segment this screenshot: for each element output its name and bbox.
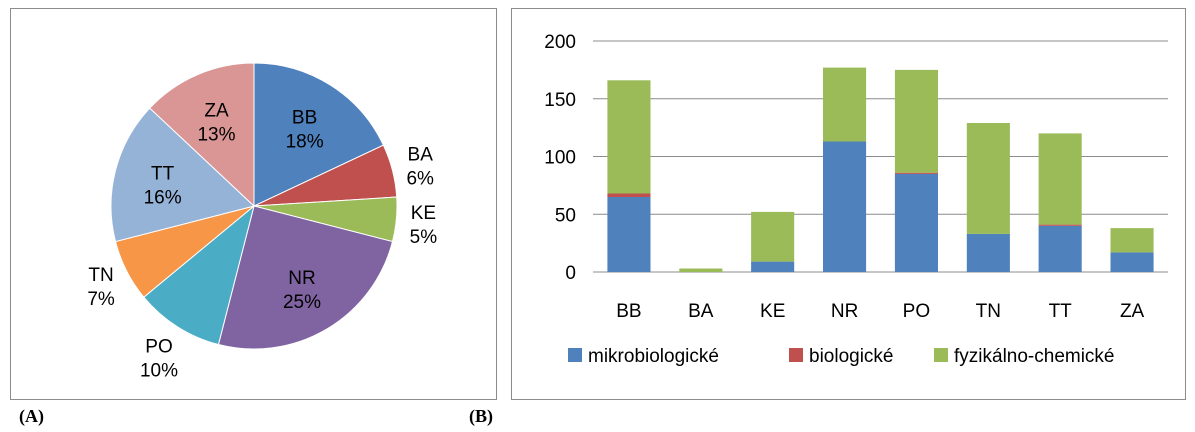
pie-label-za: ZA bbox=[204, 100, 229, 121]
bar-ke-series-2 bbox=[751, 211, 795, 262]
bar-tt-series-1 bbox=[1038, 224, 1082, 226]
legend-swatch-2 bbox=[934, 348, 948, 362]
pie-label-nr: NR bbox=[288, 268, 315, 289]
x-tick-label: BA bbox=[688, 301, 714, 322]
x-tick-label: ZA bbox=[1120, 301, 1145, 322]
figure-label-a: (A) bbox=[19, 406, 44, 426]
pie-value-label-ke: 5% bbox=[410, 227, 438, 248]
pie-label-ke: KE bbox=[411, 203, 436, 224]
bar-po-series-0 bbox=[894, 173, 938, 272]
pie-value-label-po: 10% bbox=[140, 361, 178, 382]
figure-label-b: (B) bbox=[469, 406, 493, 426]
pie-label-tt: TT bbox=[151, 164, 175, 185]
pie-label-po: PO bbox=[145, 337, 172, 358]
pie-chart-panel: BB 18% BA 6% KE 5% NR 25% PO 10% TN 7% TT 16% ZA 13% bbox=[10, 8, 497, 400]
pie-label-bb: BB bbox=[292, 107, 317, 128]
bar-bb-series-0 bbox=[607, 196, 651, 272]
legend-label-2: fyzikálno-chemické bbox=[954, 346, 1115, 367]
legend-label-0: mikrobiologické bbox=[588, 346, 719, 367]
pie-value-label-ba: 6% bbox=[406, 168, 434, 189]
legend-swatch-0 bbox=[568, 348, 582, 362]
bar-tt-series-2 bbox=[1038, 133, 1082, 225]
pie-slice-po bbox=[143, 204, 255, 346]
pie-slice-bb bbox=[253, 62, 385, 207]
x-tick-label: TT bbox=[1049, 301, 1073, 322]
x-tick-label: TN bbox=[976, 301, 1001, 322]
pie-label-tn: TN bbox=[88, 265, 113, 286]
bar-po-series-2 bbox=[894, 69, 938, 173]
bar-nr-series-2 bbox=[823, 67, 867, 142]
bar-tn-series-2 bbox=[966, 123, 1010, 234]
y-tick-label: 50 bbox=[555, 205, 576, 226]
bar-ke-series-0 bbox=[751, 261, 795, 272]
bar-nr-series-0 bbox=[823, 141, 867, 272]
bar-bb-series-2 bbox=[607, 80, 651, 194]
pie-value-label-tn: 7% bbox=[87, 289, 115, 310]
pie-label-ba: BA bbox=[408, 144, 434, 165]
y-tick-label: 100 bbox=[544, 148, 576, 169]
bar-za-series-2 bbox=[1110, 228, 1154, 253]
pie-chart: BB 18% BA 6% KE 5% NR 25% PO 10% TN 7% TT 16% ZA 13% bbox=[87, 62, 438, 382]
pie-value-label-za: 13% bbox=[197, 124, 235, 145]
legend-label-1: biologické bbox=[809, 346, 894, 367]
pie-value-label-tt: 16% bbox=[144, 188, 182, 209]
bar-bb-series-1 bbox=[607, 193, 651, 197]
x-tick-label: NR bbox=[831, 301, 858, 322]
pie-slice-nr bbox=[217, 205, 394, 350]
bar-za-series-0 bbox=[1110, 252, 1154, 272]
stacked-bar-chart: 0 50 100 150 200 BB BA KE NR PO TN TT ZA mikrobiologi… bbox=[544, 32, 1168, 367]
x-tick-label: BB bbox=[616, 301, 641, 322]
y-tick-label: 200 bbox=[544, 32, 576, 53]
y-tick-label: 150 bbox=[544, 90, 576, 111]
y-tick-label: 0 bbox=[565, 263, 576, 284]
bar-tt-series-0 bbox=[1038, 225, 1082, 272]
pie-value-label-nr: 25% bbox=[283, 292, 321, 313]
bar-chart-panel: 0 50 100 150 200 BB BA KE NR PO TN TT ZA mikrobiologi… bbox=[511, 8, 1186, 400]
x-tick-label: KE bbox=[760, 301, 785, 322]
bar-ba-series-2 bbox=[679, 268, 723, 272]
pie-slice-tt bbox=[110, 107, 256, 243]
bar-po-series-1 bbox=[894, 172, 938, 174]
legend-swatch-1 bbox=[789, 348, 803, 362]
pie-value-label-bb: 18% bbox=[286, 131, 324, 152]
pie-slice-za bbox=[149, 62, 255, 208]
x-tick-label: PO bbox=[903, 301, 930, 322]
bar-tn-series-0 bbox=[966, 233, 1010, 272]
